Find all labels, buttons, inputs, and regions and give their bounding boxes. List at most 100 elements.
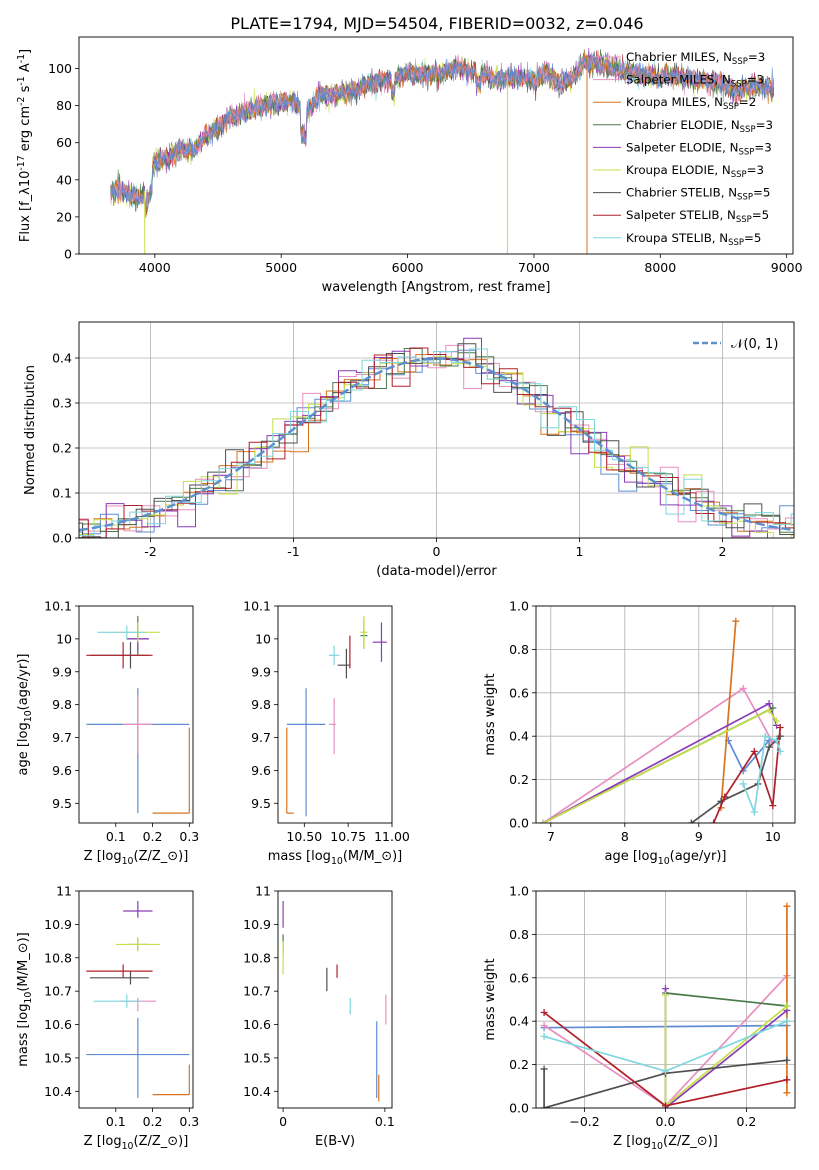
y-tick-label: 0.2 [509, 1057, 529, 1072]
weight-marker [540, 1032, 548, 1040]
age_vs_mass-frame [277, 605, 393, 824]
mass_vs_Z-axes: 0.1 0.2 0.3 10.4 10.5 10.6 10.7 10.8 10.9 11 Z [lo… [16, 884, 199, 1153]
y-tick-label: 10.8 [44, 950, 72, 965]
weight_vs_Z-frame [535, 890, 796, 1109]
errorbar-point-kS [93, 994, 142, 1008]
errorbar-point-kM [286, 727, 294, 814]
weight-marker [687, 819, 695, 823]
y-axis-label: age [log10​(age/yr)] [16, 654, 34, 776]
x-axis-label: Z [log10​(Z/Z_⊙)] [613, 1134, 718, 1152]
figure-title: PLATE=1794, MJD=54504, FIBERID=0032, z=0… [230, 14, 643, 33]
y-tick-label: 0.8 [509, 642, 529, 657]
x-tick-label: 0.0 [656, 1114, 676, 1129]
y-tick-label: 10.8 [243, 950, 271, 965]
x-tick-label: 6000 [392, 260, 424, 275]
x-tick-label: 0 [433, 544, 441, 559]
x-axis-label: E(B-V) [315, 1134, 355, 1149]
x-tick-label: 2 [719, 544, 727, 559]
weight-marker [765, 743, 773, 751]
y-axis-label: mass weight [483, 958, 498, 1040]
weight-marker [765, 700, 773, 708]
errorbar-point-cM [86, 1017, 190, 1098]
x-tick-label: 0.1 [106, 829, 126, 844]
y-tick-label: 10.4 [243, 1084, 271, 1099]
weight-marker [773, 717, 780, 725]
x-tick-label: 10 [765, 829, 781, 844]
x-axis-label: Z [log10​(Z/Z_⊙)] [84, 1134, 189, 1152]
y-tick-label: 9.8 [52, 697, 72, 712]
mass_vs_ebv-axes: 0 0.1 10.4 10.5 10.6 10.7 10.8 10.9 11 E(B-V) [243, 884, 395, 1150]
weight-marker [783, 1002, 791, 1010]
y-tick-label: 20 [56, 209, 72, 224]
weight-marker [540, 1104, 548, 1108]
spectrum-series-cM [110, 52, 775, 208]
legend-entry: Kroupa STELIB, NSSP=5 [626, 231, 761, 248]
errorbar-point-sE [372, 622, 387, 662]
errorbar-point-kM [152, 1064, 190, 1096]
y-tick-label: 0 [64, 247, 72, 262]
legend-entry: Chabrier STELIB, NSSP=5 [626, 186, 770, 203]
y-axis-label: mass weight [483, 673, 498, 755]
x-tick-label: 0.3 [179, 829, 199, 844]
errorbar-point-kE [360, 615, 368, 649]
y-tick-label: 10.4 [44, 1084, 72, 1099]
y-tick-label: 9.6 [52, 763, 72, 778]
weight-marker [662, 991, 669, 999]
weight-line-kE [664, 995, 788, 1108]
x-tick-label: −0.2 [569, 1114, 599, 1129]
x-tick-label: 11.00 [374, 829, 410, 844]
y-tick-label: 10.6 [243, 1017, 271, 1032]
legend-entry: Chabrier MILES, NSSP=3 [626, 50, 765, 67]
x-tick-label: 7000 [518, 260, 550, 275]
legend-entry: Chabrier ELODIE, NSSP=3 [626, 118, 773, 135]
weight_vs_age-frame [535, 605, 796, 824]
weight-marker [750, 747, 758, 755]
residual_hist-axes: -2 -1 0 1 2 0.0 0.1 0.2 0.3 0.4 (data-model)/error… [23, 322, 794, 579]
y-tick-label: 9.7 [52, 730, 72, 745]
weight-marker [776, 747, 784, 755]
y-tick-label: 0.6 [509, 970, 529, 985]
y-tick-label: 0.6 [509, 685, 529, 700]
errorbar-point-cM [286, 688, 326, 817]
x-tick-label: 9 [695, 829, 703, 844]
legend-entry: Kroupa MILES, NSSP=2 [626, 95, 756, 112]
weight-marker [769, 802, 777, 810]
weight-marker [739, 684, 747, 692]
x-tick-label: 8 [621, 829, 629, 844]
spectrum-frame [78, 36, 794, 255]
x-tick-label: 0.3 [179, 1114, 199, 1129]
weight-marker [783, 1076, 791, 1084]
x-tick-label: 8000 [644, 260, 676, 275]
weight-marker [540, 1009, 548, 1017]
y-tick-label: 0.3 [52, 396, 72, 411]
errorbar-point-kE [115, 937, 160, 952]
y-tick-label: 0.1 [52, 486, 72, 501]
y-tick-label: 9.5 [52, 796, 72, 811]
errorbar-point-sS [86, 964, 153, 978]
weight-marker [721, 793, 729, 801]
weight-line-kM [720, 621, 737, 808]
weight-marker [662, 985, 669, 993]
errorbar-point-cS [90, 971, 149, 985]
y-tick-label: 0.0 [509, 816, 529, 831]
weight-line-cE [665, 992, 787, 1007]
errorbar-point-sE [123, 901, 153, 918]
mass_vs_ebv-frame [277, 890, 393, 1109]
x-axis-label: Z [log10​(Z/Z_⊙)] [84, 849, 189, 867]
y-axis-label: Flux [f_λ10-17​ erg cm-2​ s-1​ A-1​] [16, 49, 33, 242]
x-tick-label: 9000 [771, 260, 803, 275]
errorbar-point-sM [123, 694, 153, 754]
legend-entry: Salpeter ELODIE, NSSP=3 [626, 140, 772, 157]
y-tick-label: 9.9 [251, 664, 271, 679]
x-tick-label: 0.2 [143, 829, 163, 844]
weight-marker [765, 706, 773, 714]
y-tick-label: 0.8 [509, 927, 529, 942]
residual-hist-frame [78, 321, 795, 539]
errorbar-point-kM [152, 727, 190, 814]
y-tick-label: 9.8 [251, 697, 271, 712]
y-tick-label: 9.5 [251, 796, 271, 811]
y-tick-label: 11 [255, 884, 271, 899]
x-tick-label: 7 [547, 829, 555, 844]
x-tick-label: 10.50 [286, 829, 322, 844]
x-tick-label: 0.2 [143, 1114, 163, 1129]
